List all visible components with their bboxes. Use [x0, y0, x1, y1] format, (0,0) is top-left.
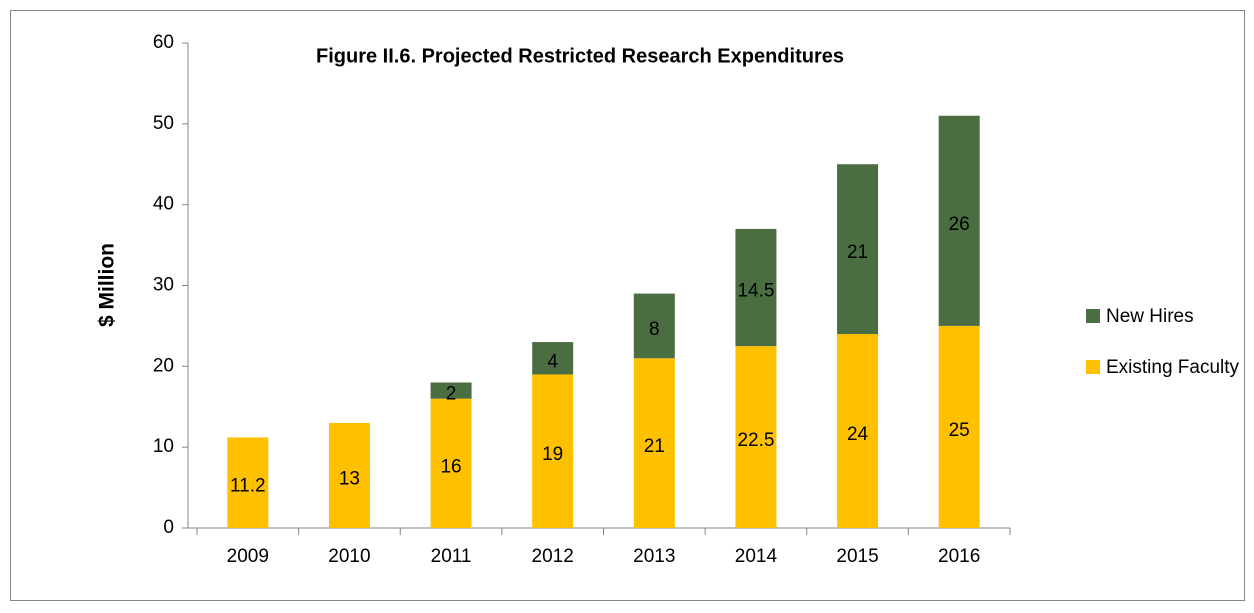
bar	[633, 293, 675, 359]
data-label: 26	[949, 214, 970, 235]
bar	[938, 325, 980, 528]
legend-label: Existing Faculty	[1106, 357, 1240, 378]
bar	[938, 115, 980, 326]
data-label: 13	[339, 468, 360, 489]
bar	[837, 334, 879, 528]
data-label: 21	[644, 436, 665, 457]
data-label: 11.2	[230, 476, 266, 497]
y-axis-label: $ Million	[96, 243, 119, 327]
legend-label: New Hires	[1106, 306, 1194, 327]
data-label: 4	[547, 351, 558, 372]
chart-title: Figure II.6. Projected Restricted Resear…	[316, 45, 844, 67]
legend-swatch	[1086, 309, 1100, 323]
bar	[532, 342, 574, 375]
data-label: 16	[440, 456, 461, 477]
data-label: 2	[446, 384, 457, 405]
x-tick-label: 2009	[227, 546, 269, 567]
data-label: 19	[542, 444, 563, 465]
data-label: 14.5	[737, 281, 774, 302]
bar	[430, 398, 472, 528]
y-tick-label: 50	[153, 113, 174, 134]
data-label: 25	[949, 420, 970, 441]
x-tick-label: 2016	[938, 546, 980, 567]
x-tick-label: 2014	[735, 546, 778, 567]
y-tick-label: 10	[153, 436, 174, 457]
bar	[532, 374, 574, 528]
y-tick-label: 20	[153, 355, 174, 376]
legend-swatch	[1086, 360, 1100, 374]
bar	[328, 422, 370, 528]
bar	[633, 358, 675, 528]
data-label: 21	[847, 242, 868, 263]
y-tick-label: 40	[153, 194, 174, 215]
bar	[735, 346, 777, 528]
x-tick-label: 2010	[328, 546, 370, 567]
y-tick-label: 60	[153, 32, 174, 53]
data-label: 22.5	[737, 430, 774, 451]
x-tick-label: 2012	[532, 546, 574, 567]
chart-frame	[10, 10, 1245, 601]
data-label: 24	[847, 424, 869, 445]
bar	[430, 382, 472, 399]
data-label: 8	[649, 319, 660, 340]
x-tick-label: 2013	[633, 546, 675, 567]
x-tick-label: 2015	[836, 546, 878, 567]
bar	[837, 164, 879, 334]
bar	[227, 437, 269, 528]
y-tick-label: 30	[153, 275, 174, 296]
bar	[735, 228, 777, 347]
x-tick-label: 2011	[431, 546, 472, 567]
y-tick-label: 0	[163, 517, 174, 538]
